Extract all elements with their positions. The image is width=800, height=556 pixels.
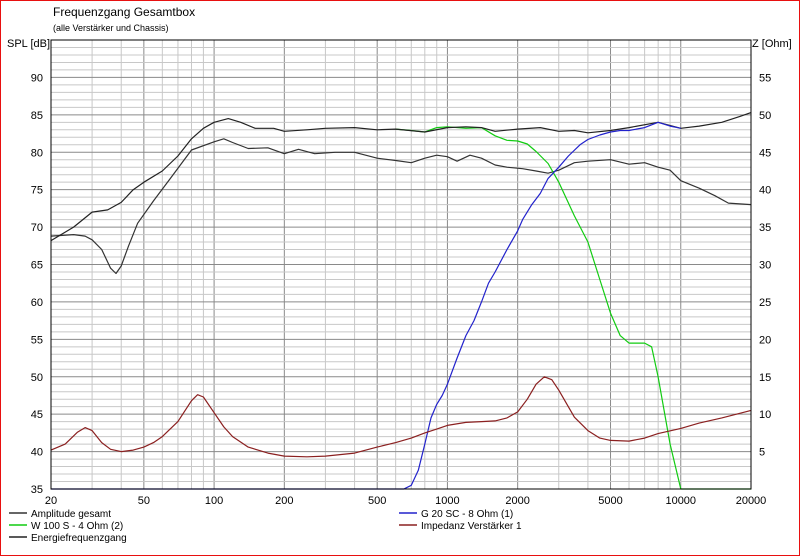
tick-labels: 20 50 100 200 500 1000 2000 5000 10000 20000 35 40 4… bbox=[31, 72, 772, 507]
y-left-tick-label: 45 bbox=[31, 409, 43, 421]
x-tick-label: 2000 bbox=[505, 495, 529, 507]
y-left-tick-label: 85 bbox=[31, 110, 43, 122]
chart-subtitle: (alle Verstärker und Chassis) bbox=[53, 23, 169, 33]
y-right-tick-label: 35 bbox=[759, 222, 771, 234]
y-right-tick-label: 30 bbox=[759, 260, 771, 272]
y-left-tick-label: 35 bbox=[31, 484, 43, 496]
y-right-tick-label: 40 bbox=[759, 185, 771, 197]
series-line-impedanz-verst-rker-1 bbox=[50, 376, 752, 458]
y-right-tick-label: 25 bbox=[759, 297, 771, 309]
legend-entry: Amplitude gesamt bbox=[31, 509, 111, 520]
x-tick-label: 100 bbox=[205, 495, 223, 507]
y-left-tick-label: 60 bbox=[31, 297, 43, 309]
y-right-tick-label: 10 bbox=[759, 409, 771, 421]
grid bbox=[50, 39, 752, 490]
series-line-w-100-s-4-ohm-2 bbox=[395, 126, 751, 490]
y-right-tick-label: 50 bbox=[759, 110, 771, 122]
plot-border bbox=[50, 39, 752, 490]
chart-title: Frequenzgang Gesamtbox bbox=[53, 5, 195, 19]
legend-entry: Energiefrequenzgang bbox=[31, 533, 127, 544]
series-line-energiefrequenzgang bbox=[50, 112, 752, 242]
x-tick-label: 20000 bbox=[736, 495, 767, 507]
y-left-tick-label: 90 bbox=[31, 72, 43, 84]
x-tick-label: 5000 bbox=[598, 495, 622, 507]
y-left-tick-label: 75 bbox=[31, 185, 43, 197]
series-line-amplitude-gesamt bbox=[50, 138, 752, 275]
y-left-tick-label: 40 bbox=[31, 447, 43, 459]
x-tick-label: 1000 bbox=[435, 495, 459, 507]
x-tick-label: 500 bbox=[368, 495, 386, 507]
legend-entry: W 100 S - 4 Ohm (2) bbox=[31, 521, 123, 532]
y-left-tick-label: 50 bbox=[31, 372, 43, 384]
y-left-tick-label: 55 bbox=[31, 334, 43, 346]
y-right-tick-label: 55 bbox=[759, 72, 771, 84]
x-tick-label: 50 bbox=[138, 495, 150, 507]
series-lines bbox=[50, 112, 752, 490]
x-tick-label: 200 bbox=[275, 495, 293, 507]
y-axis-left-label: SPL [dB] bbox=[7, 38, 50, 50]
legend-entry: G 20 SC - 8 Ohm (1) bbox=[421, 509, 513, 520]
x-tick-label: 10000 bbox=[665, 495, 696, 507]
y-left-tick-label: 65 bbox=[31, 260, 43, 272]
x-tick-label: 20 bbox=[45, 495, 57, 507]
y-right-tick-label: 15 bbox=[759, 372, 771, 384]
y-left-tick-label: 80 bbox=[31, 147, 43, 159]
y-right-tick-label: 20 bbox=[759, 334, 771, 346]
legend-entry: Impedanz Verstärker 1 bbox=[421, 521, 522, 532]
y-left-tick-label: 70 bbox=[31, 222, 43, 234]
y-right-tick-label: 5 bbox=[759, 447, 765, 459]
y-axis-right-label: Z [Ohm] bbox=[752, 38, 792, 50]
y-right-tick-label: 45 bbox=[759, 147, 771, 159]
series-line-g-20-sc-8-ohm-1 bbox=[51, 121, 681, 490]
